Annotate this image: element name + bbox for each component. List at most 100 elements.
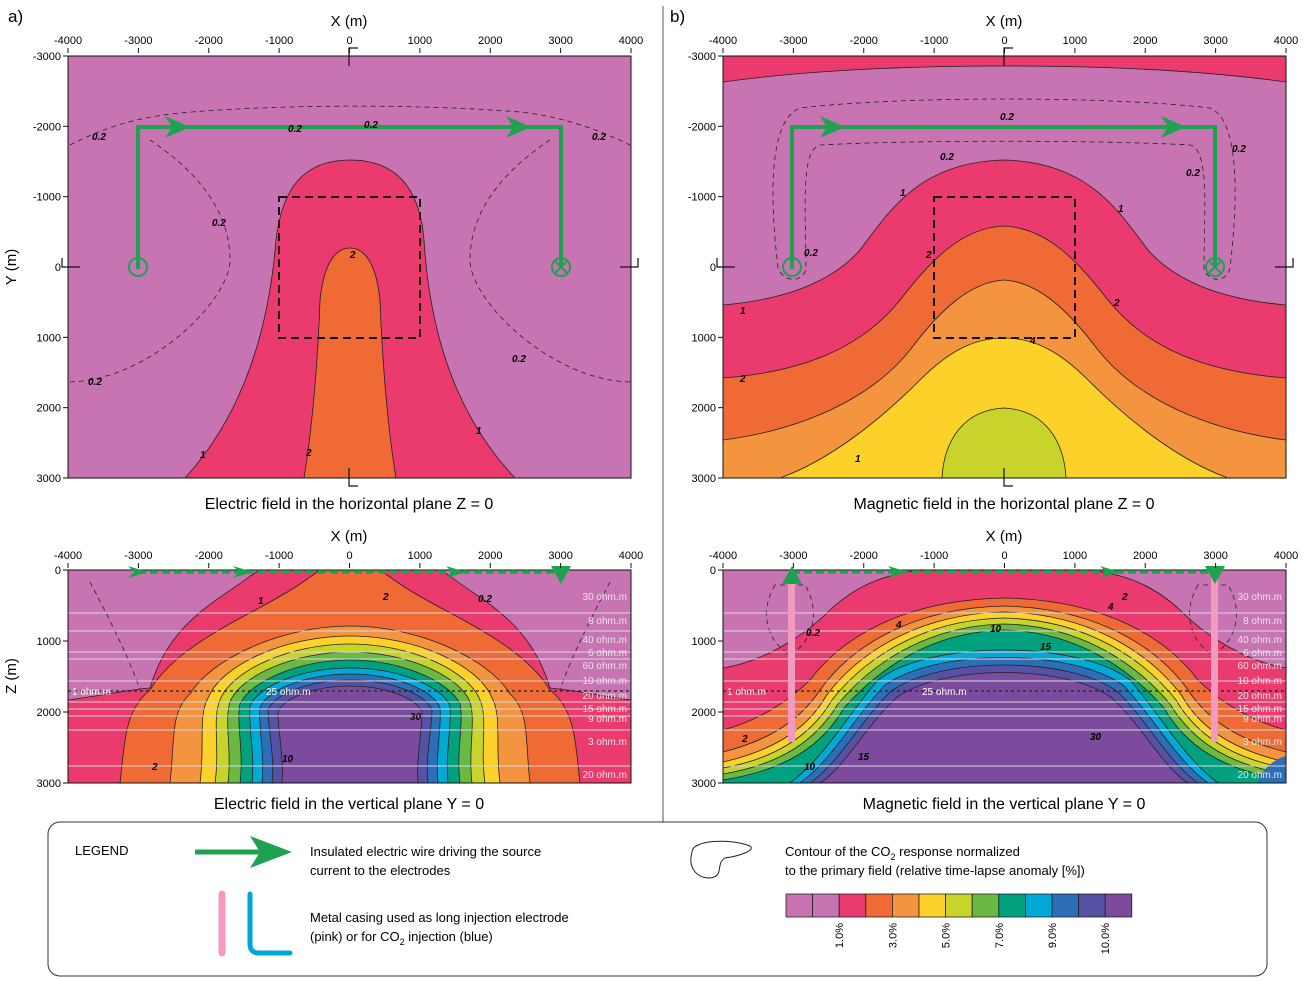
layer-label: 8 ohm.m bbox=[1243, 616, 1282, 627]
x-tick-label: 4000 bbox=[1274, 550, 1298, 562]
y-axis-label: Y (m) bbox=[3, 249, 20, 285]
contour-dashed-02-right bbox=[469, 139, 631, 383]
wire-arrow bbox=[1100, 566, 1120, 578]
colorbar-label: 9.0% bbox=[1047, 923, 1059, 948]
y-tick-label: -3000 bbox=[33, 51, 61, 63]
x-tick-label: 0 bbox=[346, 35, 352, 47]
contour-label: 2 bbox=[349, 250, 356, 261]
layer-label: 20 ohm.m bbox=[583, 691, 627, 702]
contour-region-5 bbox=[941, 407, 1067, 478]
casing-electrode bbox=[788, 574, 795, 742]
x-tick-label: 1000 bbox=[1063, 35, 1087, 47]
layer-label: 10 ohm.m bbox=[1238, 676, 1282, 687]
electrode-dot bbox=[135, 264, 141, 270]
electric-vertical-section: 1 ohm.m 25 ohm.m 30 ohm.m 8 ohm.m 40 ohm.m… bbox=[3, 528, 643, 813]
layer-label: 9 ohm.m bbox=[588, 714, 627, 725]
y-tick-label: 1000 bbox=[37, 636, 61, 648]
section-marker bbox=[620, 258, 639, 268]
layer-label: 60 ohm.m bbox=[583, 661, 627, 672]
colorbar-swatch bbox=[1025, 893, 1053, 918]
contour-label: 4 bbox=[1029, 336, 1036, 347]
contour-label: 15 bbox=[858, 752, 870, 763]
contour-label: 1 bbox=[900, 188, 906, 199]
contour-label: 2 bbox=[382, 592, 389, 603]
x-tick-label: 3000 bbox=[1203, 550, 1227, 562]
colorbar bbox=[785, 893, 1133, 918]
layer-label: 3 ohm.m bbox=[1243, 737, 1282, 748]
x-ticks: -4000 -3000 -2000 -1000 0 1000 2000 3000 4000 bbox=[709, 550, 1298, 568]
x-axis-label: X (m) bbox=[986, 13, 1023, 30]
contour-label: 0.2 bbox=[512, 354, 526, 365]
electrode-cross bbox=[1208, 260, 1222, 274]
x-tick-label: 1000 bbox=[408, 550, 432, 562]
x-tick-label: 4000 bbox=[1274, 35, 1298, 47]
reservoir-label: 1 ohm.m bbox=[72, 687, 111, 698]
contour-label: 2 bbox=[151, 762, 158, 773]
contour-label: 0.2 bbox=[804, 248, 818, 259]
y-tick-label: -1000 bbox=[33, 192, 61, 204]
wire-arrow bbox=[1161, 116, 1186, 138]
colorbar-swatch bbox=[998, 893, 1026, 918]
contour-label: 0.2 bbox=[478, 594, 492, 605]
x-tick-label: 1000 bbox=[1063, 550, 1087, 562]
layer-label: 60 ohm.m bbox=[1238, 661, 1282, 672]
layer-label: 8 ohm.m bbox=[588, 616, 627, 627]
x-tick-label: -1000 bbox=[265, 35, 293, 47]
contour-label: 0.2 bbox=[592, 132, 606, 143]
x-tick-label: 3000 bbox=[548, 35, 572, 47]
y-tick-label: -2000 bbox=[688, 121, 716, 133]
z-ticks: 0 1000 2000 3000 bbox=[37, 565, 68, 790]
x-axis-label: X (m) bbox=[331, 528, 368, 545]
contour-label: 30 bbox=[1090, 732, 1102, 743]
section-marker bbox=[348, 468, 358, 487]
contour-region-11 bbox=[819, 672, 1189, 783]
plot-title: Magnetic field in the vertical plane Y =… bbox=[863, 796, 1146, 813]
plot-frame bbox=[67, 569, 632, 784]
colorbar-swatch bbox=[865, 893, 893, 918]
x-ticks: -4000 -3000 -2000 -1000 0 1000 2000 3000 4000 bbox=[54, 550, 643, 568]
legend-contour-text: Contour of the CO2 response normalized bbox=[785, 844, 1020, 862]
contour-label: 0.2 bbox=[1000, 112, 1014, 123]
contour-label: 0.2 bbox=[806, 628, 820, 639]
x-axis-label: X (m) bbox=[331, 13, 368, 30]
layer-label: 10 ohm.m bbox=[583, 676, 627, 687]
casing-electrode bbox=[1211, 574, 1218, 742]
contour-dashed-02-left bbox=[69, 139, 231, 383]
legend-wire-text: Insulated electric wire driving the sour… bbox=[310, 844, 541, 859]
contour-region-11 bbox=[277, 685, 423, 783]
x-tick-label: -4000 bbox=[54, 35, 82, 47]
plot-title: Magnetic field in the horizontal plane Z… bbox=[853, 496, 1154, 513]
wire-arrow bbox=[820, 116, 845, 138]
wire-arrow bbox=[506, 116, 531, 138]
layer-label: 20 ohm.m bbox=[583, 770, 627, 781]
contour-label: 1 bbox=[740, 306, 746, 317]
layer-label: 40 ohm.m bbox=[1238, 635, 1282, 646]
y-tick-label: 3000 bbox=[692, 473, 716, 485]
contour-label: 2 bbox=[1113, 298, 1120, 309]
contour-label: 2 bbox=[925, 250, 932, 261]
legend-casing-text: (pink) or for CO2 injection (blue) bbox=[310, 929, 493, 947]
y-ticks: -3000 -2000 -1000 0 1000 2000 3000 bbox=[33, 51, 68, 485]
contour-label: 0.2 bbox=[212, 218, 226, 229]
contour-label: 0.2 bbox=[364, 120, 378, 131]
source-wire bbox=[790, 125, 1217, 267]
layer-label: 30 ohm.m bbox=[1238, 592, 1282, 603]
x-tick-label: 4000 bbox=[619, 35, 643, 47]
y-tick-label: 3000 bbox=[37, 778, 61, 790]
colorbar-swatch bbox=[892, 893, 920, 918]
y-tick-label: 2000 bbox=[37, 403, 61, 415]
y-tick-label: 0 bbox=[710, 565, 716, 577]
layer-label: 15 ohm.m bbox=[1238, 704, 1282, 715]
x-tick-label: 1000 bbox=[408, 35, 432, 47]
section-marker bbox=[1275, 258, 1294, 268]
contour-label: 0.2 bbox=[92, 132, 106, 143]
wire-arrow bbox=[782, 566, 802, 584]
y-tick-label: 2000 bbox=[692, 403, 716, 415]
x-tick-label: 4000 bbox=[619, 550, 643, 562]
wire-arrow bbox=[888, 566, 908, 578]
contour-dashed-02 bbox=[89, 581, 611, 691]
section-marker bbox=[1003, 468, 1013, 487]
contour-label: 2 bbox=[305, 448, 312, 459]
contour-label: 1 bbox=[1118, 204, 1124, 215]
